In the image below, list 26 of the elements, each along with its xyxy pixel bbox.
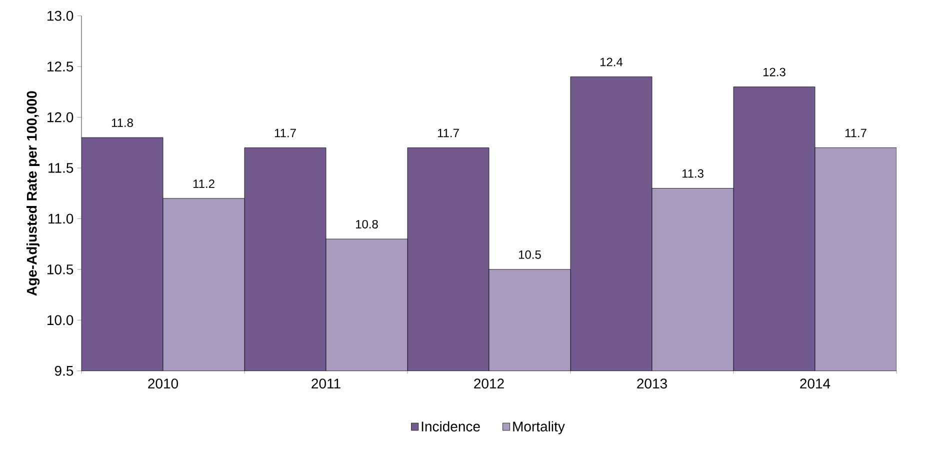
y-tick-label: 9.5 xyxy=(54,366,74,376)
data-label: 11.7 xyxy=(274,128,296,138)
y-tick-label: 13.0 xyxy=(48,10,74,21)
data-label: 11.2 xyxy=(193,180,214,188)
data-label: 10.5 xyxy=(518,250,541,259)
y-tick-label: 10.5 xyxy=(48,264,74,274)
data-label: 10.8 xyxy=(356,220,378,228)
x-tick-label: 2010 xyxy=(148,378,178,389)
data-label: 11.7 xyxy=(845,128,866,138)
legend-label: Incidence xyxy=(422,421,480,432)
y-tick-label: 11.0 xyxy=(48,214,74,224)
y-axis-title: Age-Adjusted Rate per 100,000 xyxy=(26,91,40,296)
data-label: 11.8 xyxy=(112,118,133,128)
data-label: 11.3 xyxy=(682,169,704,178)
y-tick-label: 12.0 xyxy=(48,112,74,122)
data-label: 11.7 xyxy=(438,128,459,138)
data-label: 12.4 xyxy=(600,58,623,66)
y-tick-label: 11.5 xyxy=(48,163,74,173)
data-label: 12.3 xyxy=(763,68,786,76)
x-tick-label: 2013 xyxy=(637,378,667,389)
x-tick-label: 2011 xyxy=(312,378,340,389)
y-tick-label: 10.0 xyxy=(48,315,74,326)
y-tick-label: 12.5 xyxy=(48,62,74,72)
x-tick-label: 2014 xyxy=(800,378,830,389)
legend-label: Mortality xyxy=(513,421,565,434)
x-tick-label: 2012 xyxy=(474,378,504,389)
